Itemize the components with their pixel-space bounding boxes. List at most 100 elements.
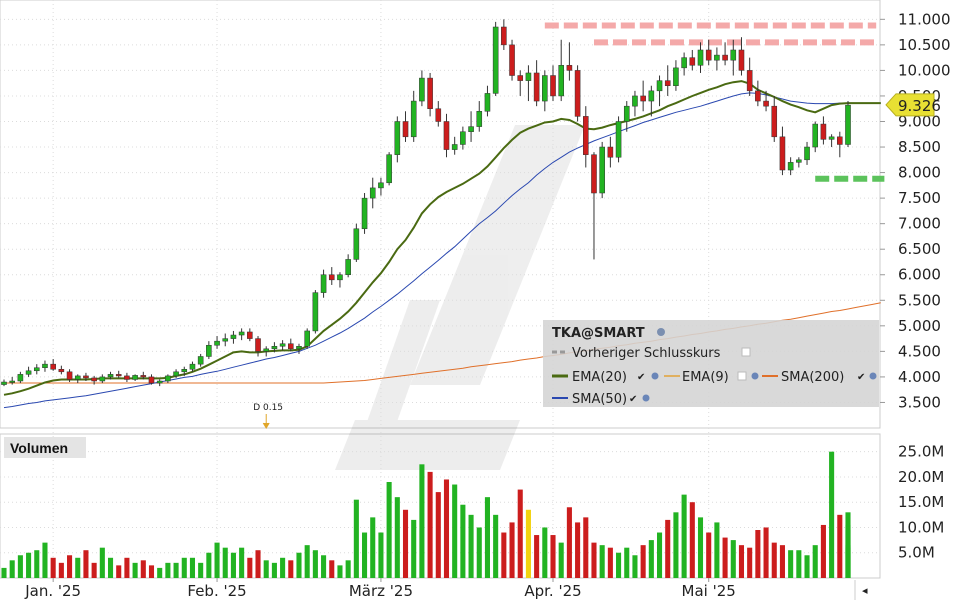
candle-body <box>755 90 761 102</box>
volume-bar <box>837 514 843 578</box>
visibility-checkbox[interactable] <box>741 347 751 357</box>
price-tick-label: 6.500 <box>898 240 941 258</box>
candle-body <box>58 369 65 373</box>
volume-bar <box>337 565 343 578</box>
volume-bar <box>493 514 499 578</box>
candle-body <box>361 197 368 230</box>
volume-bar <box>468 514 474 578</box>
volume-bar <box>419 464 425 578</box>
volume-bar <box>575 522 581 578</box>
volume-bars <box>1 451 851 578</box>
price-tick-label: 4.500 <box>898 342 941 360</box>
candle-body <box>812 123 819 148</box>
candle-body <box>197 356 204 365</box>
volume-bar <box>558 542 564 578</box>
candle-body <box>337 274 343 281</box>
volume-bar <box>50 557 56 578</box>
volume-axis: 25.0M 20.0M 15.0M 10.0M 5.0M <box>898 443 944 562</box>
candle-body <box>501 26 507 46</box>
candle-body <box>542 75 548 102</box>
check-icon[interactable]: ✔ <box>637 372 645 383</box>
candle-body <box>673 67 679 86</box>
candle-body <box>828 136 835 140</box>
time-tick-label: Apr. '25 <box>524 582 581 600</box>
dividend-marker[interactable]: D 0.15 <box>253 403 283 429</box>
candle-body <box>533 72 540 102</box>
check-icon[interactable]: ✔ <box>629 394 637 405</box>
settings-icon[interactable] <box>751 372 759 380</box>
volume-tick-label: 15.0M <box>898 493 944 511</box>
candle-body <box>271 346 278 350</box>
candle-body <box>763 100 769 107</box>
volume-bar <box>812 545 818 578</box>
scroll-right-icon[interactable]: ◂ <box>862 584 868 597</box>
price-axis: 11.00010.50010.0009.5009.0008.5008.0007.… <box>880 10 951 411</box>
volume-bar <box>271 562 277 578</box>
volume-bar <box>230 552 236 578</box>
volume-panel-title: Volumen <box>10 440 68 456</box>
volume-bar <box>435 492 441 578</box>
candle-body <box>730 49 737 61</box>
volume-bar <box>763 527 769 578</box>
volume-bar <box>386 482 392 578</box>
legend-item-sma200[interactable]: SMA(200) ✔ <box>762 370 877 385</box>
volume-bar <box>214 542 220 578</box>
settings-icon[interactable] <box>642 394 650 402</box>
volume-bar <box>353 499 359 578</box>
volume-bar <box>263 560 269 578</box>
volume-bar <box>525 509 531 578</box>
visibility-checkbox[interactable] <box>737 371 747 381</box>
settings-icon[interactable] <box>657 328 665 336</box>
price-tag-background <box>885 93 935 117</box>
candle-body <box>402 121 409 138</box>
candle-body <box>394 121 401 155</box>
candle-body <box>206 344 212 357</box>
candle-body <box>181 369 188 373</box>
volume-bar <box>255 550 261 578</box>
volume-bar <box>779 545 785 578</box>
candle-body <box>558 65 564 97</box>
legend-item-sma50[interactable]: SMA(50) ✔ <box>552 392 650 407</box>
candle-body <box>451 144 458 150</box>
settings-icon[interactable] <box>869 372 877 380</box>
candle-body <box>230 334 237 339</box>
candle-body <box>320 274 327 293</box>
candle-body <box>722 54 728 61</box>
legend-label: SMA(50) <box>572 392 627 407</box>
settings-icon[interactable] <box>651 372 659 380</box>
volume-bar <box>304 545 310 578</box>
volume-bar <box>632 555 638 578</box>
volume-bar <box>34 550 40 578</box>
legend-item-ema9[interactable]: EMA(9) <box>664 370 759 385</box>
candle-body <box>279 343 286 347</box>
candle-body <box>9 380 15 383</box>
legend-item-ema20[interactable]: EMA(20) ✔ <box>552 370 659 385</box>
volume-bar <box>362 532 368 578</box>
price-tick-label: 5.500 <box>898 291 941 309</box>
candle-body <box>640 95 646 102</box>
candle-body <box>681 57 687 69</box>
candle-body <box>607 146 614 158</box>
legend-label: EMA(20) <box>572 370 627 385</box>
volume-bar <box>75 557 81 578</box>
volume-bar <box>370 517 376 578</box>
candle-body <box>845 104 851 145</box>
volume-bar <box>673 512 679 578</box>
candle-body <box>525 72 532 81</box>
price-tick-label: 5.000 <box>898 317 941 335</box>
candle-body <box>83 375 89 379</box>
candle-body <box>476 111 483 127</box>
candle-body <box>648 90 655 102</box>
price-tick-label: 7.500 <box>898 189 941 207</box>
candle-body <box>656 80 663 92</box>
volume-bar <box>829 451 835 578</box>
candle-body <box>132 375 138 380</box>
volume-bar <box>402 509 409 578</box>
candle-body <box>115 374 122 377</box>
volume-bar <box>730 540 736 578</box>
legend-item-prev-close[interactable]: Vorheriger Schlusskurs <box>552 346 751 361</box>
volume-bar <box>509 522 515 578</box>
volume-bar <box>542 527 548 578</box>
volume-bar <box>681 494 687 578</box>
check-icon[interactable]: ✔ <box>857 372 865 383</box>
